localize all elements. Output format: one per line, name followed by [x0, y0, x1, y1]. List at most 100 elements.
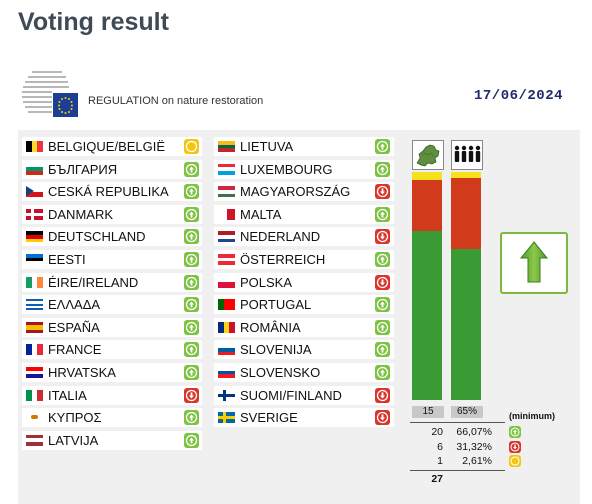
- flag-icon: [218, 276, 235, 288]
- flag-icon: [218, 344, 235, 356]
- country-name: LUXEMBOURG: [240, 161, 333, 177]
- vote-yes-icon: [184, 297, 199, 313]
- country-name: DEUTSCHLAND: [48, 229, 146, 245]
- country-name: PORTUGAL: [240, 297, 312, 313]
- flag-icon: [218, 186, 235, 198]
- country-name: HRVATSKA: [48, 365, 116, 380]
- country-name: CESKÁ REPUBLIKA: [48, 184, 169, 200]
- minimum-label: (minimum): [509, 411, 555, 421]
- vote-abstain-icon: [184, 139, 199, 154]
- flag-icon: [218, 163, 235, 175]
- flag-icon: [26, 186, 43, 198]
- country-row: SUOMI/FINLAND: [214, 385, 394, 405]
- totals-top-line: [410, 422, 505, 423]
- country-name: ΚΥΠΡΟΣ: [48, 410, 102, 426]
- vote-yes-icon: [375, 161, 390, 177]
- vote-yes-icon: [375, 297, 390, 313]
- country-name: LIETUVA: [240, 139, 294, 154]
- vote-yes-icon: [375, 252, 390, 267]
- country-name: ITALIA: [48, 387, 87, 403]
- country-name: SLOVENSKO: [240, 365, 321, 380]
- country-row: SLOVENSKO: [214, 363, 394, 382]
- country-name: ÉIRE/IRELAND: [48, 274, 139, 290]
- flag-icon: [26, 344, 43, 356]
- vote-yes-icon: [184, 206, 199, 222]
- country-name: ΕΛΛΑΔΑ: [48, 297, 101, 313]
- country-name: ROMÂNIA: [240, 319, 301, 335]
- country-row: ROMÂNIA: [214, 317, 394, 337]
- population-bar: [451, 172, 481, 400]
- flag-icon: [26, 321, 43, 333]
- vote-yes-icon: [184, 184, 199, 200]
- vote-yes-icon: [375, 342, 390, 358]
- totals-bottom-line: [410, 470, 505, 471]
- flag-icon: [218, 367, 235, 378]
- country-row: BELGIQUE/BELGIË: [22, 137, 202, 156]
- country-row: POLSKA: [214, 272, 394, 292]
- country-row: DEUTSCHLAND: [22, 227, 202, 247]
- country-row: LUXEMBOURG: [214, 159, 394, 179]
- vote-no-icon: [375, 229, 390, 245]
- eu-map-icon: [412, 140, 444, 170]
- vote-yes-icon: [184, 229, 199, 245]
- totals-count: 6: [437, 440, 443, 453]
- vote-no-icon: [375, 274, 390, 290]
- totals-percent: 31,32%: [456, 440, 492, 453]
- flag-icon: [26, 254, 43, 265]
- no-segment: [451, 177, 481, 250]
- totals-count: 20: [431, 426, 443, 438]
- country-row: SLOVENIJA: [214, 340, 394, 360]
- flag-icon: [26, 299, 43, 311]
- country-row: FRANCE: [22, 340, 202, 360]
- country-row: ΕΛΛΑΔΑ: [22, 295, 202, 315]
- flag-icon: [218, 231, 235, 243]
- country-name: DANMARK: [48, 206, 114, 222]
- vote-abstain-icon: [509, 455, 521, 467]
- totals-percent: 66,07%: [456, 426, 492, 438]
- flag-icon: [26, 412, 43, 424]
- country-name: БЪЛГАРИЯ: [48, 161, 118, 177]
- flag-icon: [26, 389, 43, 401]
- country-name: MAGYARORSZÁG: [240, 184, 351, 200]
- country-row: NEDERLAND: [214, 227, 394, 247]
- page-title: Voting result: [18, 8, 169, 36]
- vote-yes-icon: [184, 319, 199, 335]
- country-name: FRANCE: [48, 342, 102, 358]
- flag-icon: [26, 141, 43, 152]
- adopted-arrow-icon: [500, 232, 568, 294]
- vote-no-icon: [375, 410, 390, 426]
- country-row: ITALIA: [22, 385, 202, 405]
- vote-no-icon: [375, 184, 390, 200]
- abstain-segment: [451, 172, 481, 178]
- country-row: ΚΥΠΡΟΣ: [22, 408, 202, 428]
- abstain-segment: [412, 172, 442, 181]
- regulation-title: REGULATION on nature restoration: [88, 95, 264, 107]
- vote-yes-icon: [509, 426, 521, 438]
- country-row: PORTUGAL: [214, 295, 394, 315]
- country-row: ÉIRE/IRELAND: [22, 272, 202, 292]
- country-name: POLSKA: [240, 274, 293, 290]
- vote-yes-icon: [184, 342, 199, 358]
- country-name: SVERIGE: [240, 410, 298, 426]
- country-row: ESPAÑA: [22, 317, 202, 337]
- country-name: MALTA: [240, 206, 282, 222]
- vote-yes-icon: [184, 432, 199, 448]
- vote-yes-icon: [184, 252, 199, 267]
- country-name: SLOVENIJA: [240, 342, 312, 358]
- vote-no-icon: [509, 440, 521, 453]
- country-row: CESKÁ REPUBLIKA: [22, 182, 202, 202]
- vote-no-icon: [184, 387, 199, 403]
- yes-segment: [412, 231, 442, 400]
- vote-yes-icon: [375, 365, 390, 380]
- flag-icon: [218, 321, 235, 333]
- vote-yes-icon: [184, 274, 199, 290]
- population-percent: 65%: [451, 406, 483, 418]
- vote-yes-icon: [375, 206, 390, 222]
- totals-count: 1: [437, 455, 443, 467]
- flag-icon: [26, 367, 43, 378]
- vote-yes-icon: [184, 365, 199, 380]
- country-name: ESPAÑA: [48, 319, 100, 335]
- country-row: DANMARK: [22, 204, 202, 224]
- flag-icon: [218, 254, 235, 265]
- vote-no-icon: [375, 387, 390, 403]
